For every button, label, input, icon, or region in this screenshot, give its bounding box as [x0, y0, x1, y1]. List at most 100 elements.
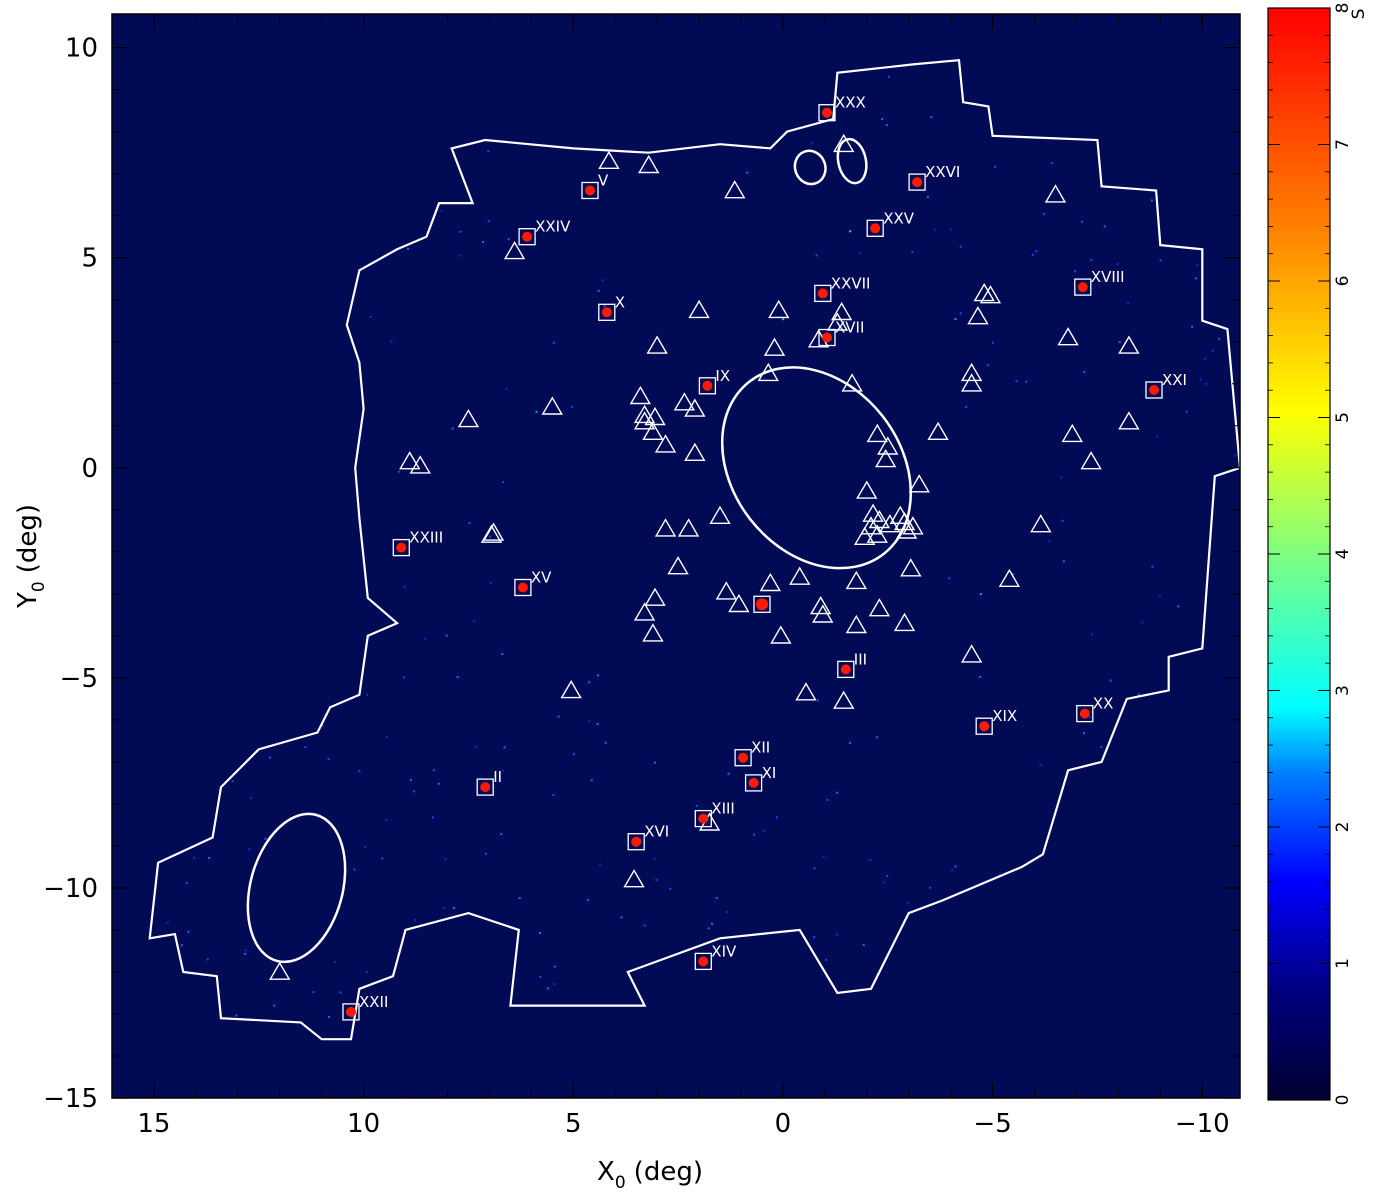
speckle	[886, 874, 889, 877]
dwarf-core	[480, 782, 491, 793]
speckle	[882, 881, 885, 884]
speckle	[711, 922, 713, 925]
candidate-triangle	[633, 411, 656, 430]
colorbar-tick-label: 8	[1333, 3, 1353, 14]
survey-outline	[148, 59, 1240, 1041]
speckle	[366, 693, 368, 696]
speckle	[1090, 259, 1093, 261]
speckle	[715, 897, 718, 900]
y-tick-label: 0	[81, 454, 98, 484]
candidate-triangle	[830, 301, 853, 321]
speckle	[907, 902, 910, 905]
speckle	[503, 746, 506, 749]
candidate-triangle	[503, 241, 526, 260]
dwarf-marker: XI	[744, 764, 776, 792]
dwarf-core	[840, 664, 851, 675]
candidate-triangle	[960, 644, 983, 663]
speckle	[410, 778, 412, 781]
dwarf-label: XXVI	[925, 163, 960, 181]
speckle	[1062, 560, 1065, 563]
speckle	[557, 715, 560, 718]
dwarf-label: IX	[715, 367, 730, 385]
speckle	[588, 720, 591, 723]
dwarf-box	[581, 181, 599, 200]
colorbar-tick-label: 5	[1333, 412, 1353, 423]
speckle	[1051, 161, 1054, 164]
dwarf-label: XXX	[835, 94, 866, 112]
candidate-triangle	[856, 480, 878, 499]
candidate-triangle	[684, 442, 706, 461]
speckle	[572, 753, 575, 756]
speckle	[727, 772, 730, 775]
speckle	[849, 230, 852, 233]
candidate-triangle	[868, 598, 891, 617]
candidate-triangle	[853, 526, 876, 545]
candidate-triangle	[998, 568, 1021, 587]
unlabeled-box	[753, 595, 771, 613]
dwarf-marker: V	[581, 172, 609, 200]
dwarf-core	[822, 332, 832, 343]
speckle	[695, 804, 698, 807]
speckle	[1137, 693, 1140, 696]
candidate-triangle	[960, 373, 983, 392]
speckle	[775, 816, 778, 819]
dwarf-label: III	[854, 650, 867, 668]
speckle	[825, 958, 828, 961]
speckle	[1151, 565, 1154, 568]
speckle	[185, 882, 188, 884]
candidate-triangle	[789, 566, 811, 585]
dwarf-label: XXVII	[831, 274, 871, 292]
dwarf-label: XIII	[711, 800, 735, 818]
speckle	[390, 340, 393, 343]
speckle	[930, 116, 933, 119]
speckle	[456, 676, 459, 678]
speckle	[763, 829, 766, 832]
dwarf-box	[627, 833, 645, 851]
dwarf-label: XVI	[644, 823, 669, 841]
speckle	[1011, 573, 1014, 576]
candidate-triangle	[560, 680, 582, 699]
colorbar-tick-label: 7	[1333, 139, 1353, 150]
speckle	[1060, 476, 1063, 479]
dwarf-label: XXII	[359, 993, 388, 1011]
dwarf-marker: XVIII	[1074, 268, 1125, 296]
speckle	[1127, 301, 1130, 304]
candidate-triangle	[684, 398, 706, 417]
dwarf-box	[1076, 704, 1094, 723]
speckle	[414, 919, 416, 921]
dwarf-box	[1145, 381, 1163, 399]
speckle	[553, 983, 556, 986]
speckle	[599, 863, 602, 866]
candidate-triangle	[724, 180, 746, 199]
dwarf-core	[517, 582, 528, 593]
speckle	[473, 620, 476, 623]
speckle	[813, 936, 815, 939]
candidate-triangle	[895, 520, 918, 539]
x-tick-label: −10	[1175, 1109, 1230, 1139]
speckle	[1089, 716, 1092, 719]
candidate-triangle	[1044, 184, 1067, 203]
speckle	[959, 245, 962, 248]
candidate-triangle	[795, 682, 817, 701]
dwarf-label: XIV	[711, 942, 737, 960]
dwarf-marker: XIX	[975, 707, 1017, 735]
dwarf-core	[585, 185, 595, 196]
candidate-triangle	[866, 524, 888, 543]
speckle	[1061, 519, 1064, 522]
dwarf-label: X	[615, 293, 625, 311]
speckle	[539, 932, 541, 934]
dwarf-marker: XX	[1076, 695, 1113, 723]
speckle	[327, 758, 330, 761]
speckle	[1234, 454, 1237, 457]
speckle	[653, 857, 656, 860]
speckle	[815, 254, 818, 257]
candidate-triangle	[868, 509, 891, 529]
dwarf-box	[694, 952, 712, 971]
dwarf-core	[912, 177, 923, 188]
candidate-triangle	[812, 604, 834, 623]
speckle	[1211, 349, 1214, 352]
speckle	[243, 952, 246, 955]
candidate-triangle	[1030, 514, 1052, 533]
speckle	[385, 735, 388, 738]
candidate-triangle	[646, 335, 668, 354]
